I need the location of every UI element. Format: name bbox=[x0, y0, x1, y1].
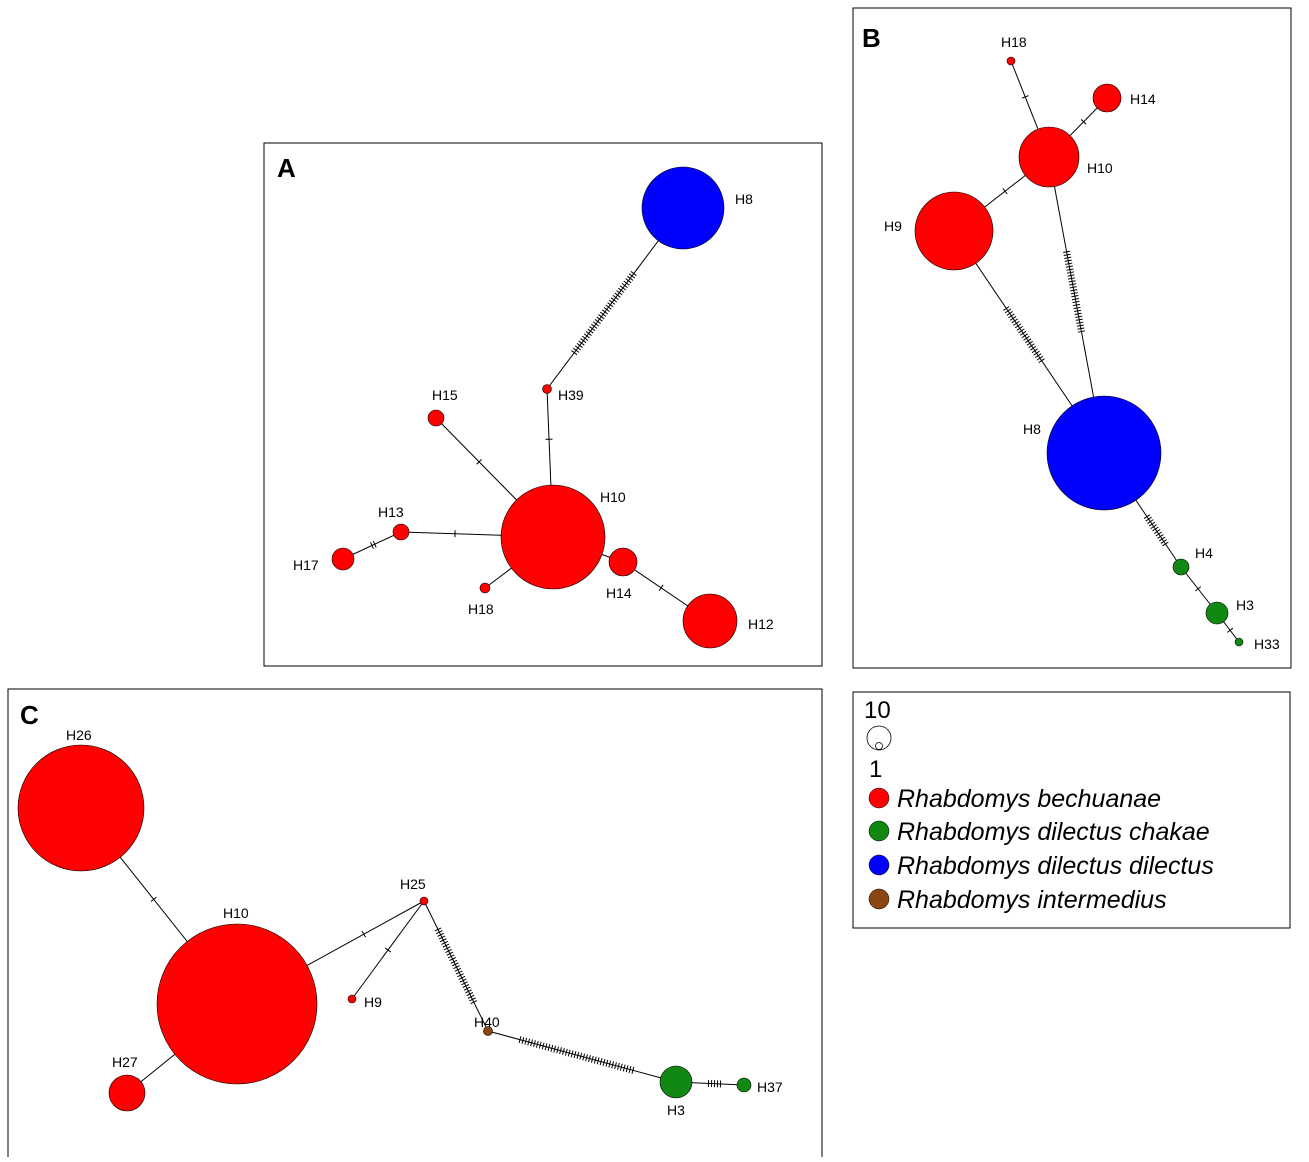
legend-label-intermedius: Rhabdomys intermedius bbox=[897, 886, 1167, 914]
panel-c-label-h40: H40 bbox=[474, 1014, 500, 1030]
panel-a-label-h14: H14 bbox=[606, 585, 632, 601]
panel-c: C H26 H10 H27 H25 H9 H40 H3 H37 bbox=[8, 689, 822, 1157]
legend-swatch-intermedius bbox=[869, 889, 889, 909]
panel-a-label-h17: H17 bbox=[293, 557, 319, 573]
panel-b-frame bbox=[853, 8, 1291, 668]
panel-a-label-h10: H10 bbox=[600, 489, 626, 505]
panel-a-label-h12: H12 bbox=[748, 616, 774, 632]
panel-a-node-h15 bbox=[428, 410, 444, 426]
panel-a-node-h39 bbox=[543, 385, 552, 394]
panel-a-letter: A bbox=[277, 153, 296, 183]
legend-size-circle-small bbox=[876, 743, 883, 750]
legend-swatch-dilectus bbox=[869, 855, 889, 875]
panel-b-label-h3: H3 bbox=[1236, 597, 1254, 613]
panel-b-label-h10: H10 bbox=[1087, 160, 1113, 176]
panel-b-node-h3 bbox=[1206, 602, 1228, 624]
legend: 10 1 Rhabdomys bechuanae Rhabdomys dilec… bbox=[853, 692, 1290, 928]
panel-a-node-h13 bbox=[393, 524, 409, 540]
panel-b-node-h33 bbox=[1235, 638, 1243, 646]
panel-b-node-h10 bbox=[1019, 127, 1079, 187]
panel-c-label-h37: H37 bbox=[757, 1079, 783, 1095]
legend-swatch-chakae bbox=[869, 821, 889, 841]
panel-b-node-h8 bbox=[1047, 396, 1161, 510]
panel-a-label-h13: H13 bbox=[378, 504, 404, 520]
panel-a-node-h8 bbox=[642, 167, 724, 249]
panel-c-label-h25: H25 bbox=[400, 876, 426, 892]
panel-c-label-h26: H26 bbox=[66, 727, 92, 743]
panel-c-letter: C bbox=[20, 700, 39, 730]
panel-b-node-h18 bbox=[1007, 57, 1015, 65]
legend-size-max: 10 bbox=[864, 697, 891, 724]
panel-c-node-h26 bbox=[18, 745, 144, 871]
panel-a-node-h12 bbox=[683, 594, 737, 648]
panel-a-node-h18 bbox=[480, 583, 490, 593]
panel-b-label-h14: H14 bbox=[1130, 91, 1156, 107]
panel-b-label-h18: H18 bbox=[1001, 34, 1027, 50]
panel-b-label-h33: H33 bbox=[1254, 636, 1280, 652]
panel-b-label-h9: H9 bbox=[884, 218, 902, 234]
legend-label-chakae: Rhabdomys dilectus chakae bbox=[897, 818, 1210, 846]
panel-b-node-h9 bbox=[915, 192, 993, 270]
panel-c-label-h9: H9 bbox=[364, 994, 382, 1010]
panel-b-label-h4: H4 bbox=[1195, 545, 1213, 561]
panel-c-label-h27: H27 bbox=[112, 1054, 138, 1070]
panel-a-node-h17 bbox=[332, 548, 354, 570]
panel-b-letter: B bbox=[862, 23, 881, 53]
legend-size-min: 1 bbox=[869, 756, 882, 783]
panel-b-label-h8: H8 bbox=[1023, 421, 1041, 437]
panel-c-node-h37 bbox=[737, 1078, 751, 1092]
panel-a-label-h8: H8 bbox=[735, 191, 753, 207]
panel-c-node-h9 bbox=[348, 995, 356, 1003]
panel-c-node-h3 bbox=[660, 1066, 692, 1098]
legend-swatch-bechuanae bbox=[869, 788, 889, 808]
panel-c-node-h10 bbox=[157, 924, 317, 1084]
panel-a-node-h14 bbox=[609, 548, 637, 576]
panel-c-node-h27 bbox=[109, 1075, 145, 1111]
legend-label-bechuanae: Rhabdomys bechuanae bbox=[897, 785, 1161, 813]
panel-c-label-h3: H3 bbox=[667, 1102, 685, 1118]
panel-a: A H8 H39 H15 H10 H13 H17 H18 H14 H12 bbox=[264, 143, 822, 666]
panel-a-label-h15: H15 bbox=[432, 387, 458, 403]
panel-b: B H18 H14 H10 H9 H8 H4 H3 H33 bbox=[853, 8, 1291, 668]
legend-label-dilectus: Rhabdomys dilectus dilectus bbox=[897, 852, 1214, 880]
panel-c-node-h25 bbox=[420, 897, 428, 905]
panel-b-node-h14 bbox=[1093, 84, 1121, 112]
panel-a-label-h39: H39 bbox=[558, 387, 584, 403]
panel-c-label-h10: H10 bbox=[223, 905, 249, 921]
panel-a-label-h18: H18 bbox=[468, 601, 494, 617]
panel-a-node-h10 bbox=[501, 485, 605, 589]
panel-b-node-h4 bbox=[1173, 559, 1189, 575]
